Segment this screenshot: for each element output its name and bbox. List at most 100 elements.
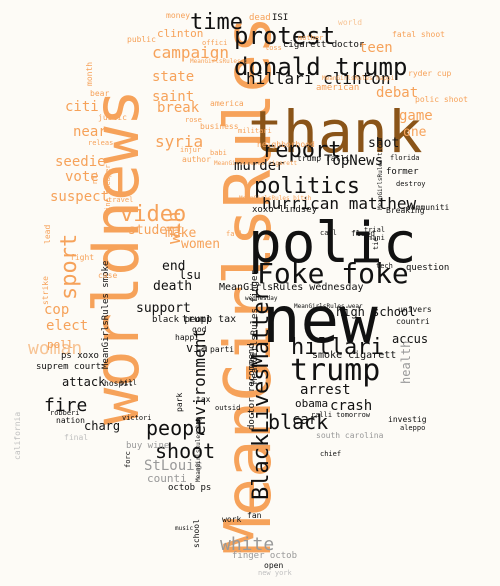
- word-90: univers: [398, 305, 432, 314]
- word-25: hurrican matthew: [262, 194, 416, 213]
- word-94: flood: [351, 229, 375, 238]
- word-134: releas: [88, 139, 113, 147]
- word-87: former: [386, 167, 419, 177]
- word-103: justic: [98, 113, 127, 122]
- word-9: protest: [234, 22, 335, 50]
- word-113: fan: [247, 511, 262, 520]
- word-53: arrest: [300, 382, 351, 398]
- word-7: trump: [290, 353, 380, 388]
- word-133: month: [85, 62, 94, 86]
- word-52: StLouis: [144, 458, 203, 474]
- word-5: Foke foke: [257, 257, 409, 290]
- word-74: trump tax: [182, 314, 236, 325]
- word-151: wednesday: [245, 295, 278, 302]
- word-82: octob ps: [168, 483, 211, 493]
- word-115: forc: [124, 451, 132, 468]
- word-104: california: [13, 412, 22, 460]
- word-109: tax: [196, 395, 211, 404]
- word-39: suspect: [50, 189, 109, 205]
- word-95: author: [182, 155, 211, 164]
- word-143: new york: [258, 569, 293, 577]
- word-116: bill: [120, 379, 137, 387]
- word-12: hillari clinton: [246, 69, 391, 88]
- word-1: worldnews: [80, 89, 153, 425]
- word-138: travel: [108, 196, 133, 204]
- word-11: politics: [254, 174, 360, 199]
- word-16: woman: [28, 338, 82, 359]
- word-135: rose: [185, 116, 202, 124]
- word-4: new: [262, 284, 378, 358]
- word-136: nfl: [91, 171, 99, 184]
- word-70: MeanGirlsRules wednesday: [219, 282, 364, 293]
- word-99: money: [166, 11, 190, 20]
- word-123: case: [98, 271, 117, 280]
- word-27: win: [164, 211, 185, 244]
- word-88: question: [406, 263, 449, 273]
- word-50: shot: [368, 136, 399, 151]
- word-80: doctor recommend: [247, 343, 257, 430]
- word-111: music: [175, 525, 193, 532]
- word-131: injur: [180, 146, 201, 154]
- word-10: report: [262, 138, 341, 163]
- word-141: tech: [376, 262, 393, 270]
- word-101: fatal shoot: [392, 30, 445, 39]
- word-156: MeanGirlsRules ps: [190, 58, 252, 65]
- word-83: buy wine: [126, 441, 169, 451]
- word-69: cigarett doctor: [283, 40, 365, 50]
- word-127: loss: [265, 44, 282, 52]
- word-55: car: [292, 412, 317, 428]
- word-56: high school: [336, 305, 415, 319]
- word-59: poll: [47, 338, 74, 351]
- word-3: polic: [248, 211, 417, 276]
- word-48: elect: [46, 318, 88, 334]
- word-32: state: [152, 69, 194, 85]
- word-128: bear: [90, 89, 109, 98]
- word-58: charg: [84, 419, 120, 433]
- word-14: video: [120, 202, 186, 227]
- word-92: countri: [396, 317, 430, 326]
- word-121: chief: [320, 450, 341, 458]
- word-119: god: [192, 325, 207, 334]
- word-60: via: [186, 341, 208, 355]
- word-63: health: [399, 341, 413, 384]
- word-100: public: [127, 35, 156, 44]
- word-93: Breaking: [386, 206, 425, 215]
- word-37: seedie: [55, 154, 106, 170]
- word-153: MeanGirlsRules bitch: [239, 195, 312, 202]
- word-91: investig: [388, 415, 427, 424]
- word-76: ps xoxo: [61, 351, 99, 361]
- word-159: MeanGirlsRules wear: [294, 303, 363, 310]
- word-68: world: [338, 18, 362, 27]
- word-66: dead: [249, 13, 271, 23]
- word-31: teen: [359, 40, 393, 56]
- word-150: tie: [372, 237, 380, 250]
- word-19: peopl: [146, 416, 206, 440]
- word-29: debat: [376, 85, 418, 101]
- word-122: fall: [226, 230, 243, 238]
- word-26: TopNews: [324, 153, 383, 169]
- word-2: thank: [248, 98, 423, 166]
- word-120: parti: [210, 345, 234, 354]
- word-62: accus: [392, 332, 428, 346]
- word-129: offici: [202, 39, 227, 47]
- word-35: citi: [65, 99, 99, 115]
- word-152: ralli tomorrow: [311, 411, 371, 419]
- word-51: one: [403, 125, 427, 140]
- word-21: white: [220, 534, 274, 555]
- word-20: black: [268, 410, 328, 434]
- word-81: finger octob: [232, 551, 297, 561]
- word-139: florida: [390, 154, 420, 162]
- word-46: support: [136, 301, 191, 316]
- word-107: robberi: [50, 409, 80, 417]
- word-126: fight: [70, 253, 94, 262]
- word-17: time: [190, 10, 243, 35]
- word-28: syria: [155, 132, 203, 151]
- word-112: open: [264, 561, 283, 570]
- word-8: donald trump: [234, 53, 407, 81]
- word-84: south carolina: [316, 431, 384, 440]
- word-41: make: [165, 226, 196, 241]
- word-13: hillari: [291, 335, 384, 360]
- word-38: vote: [65, 169, 99, 185]
